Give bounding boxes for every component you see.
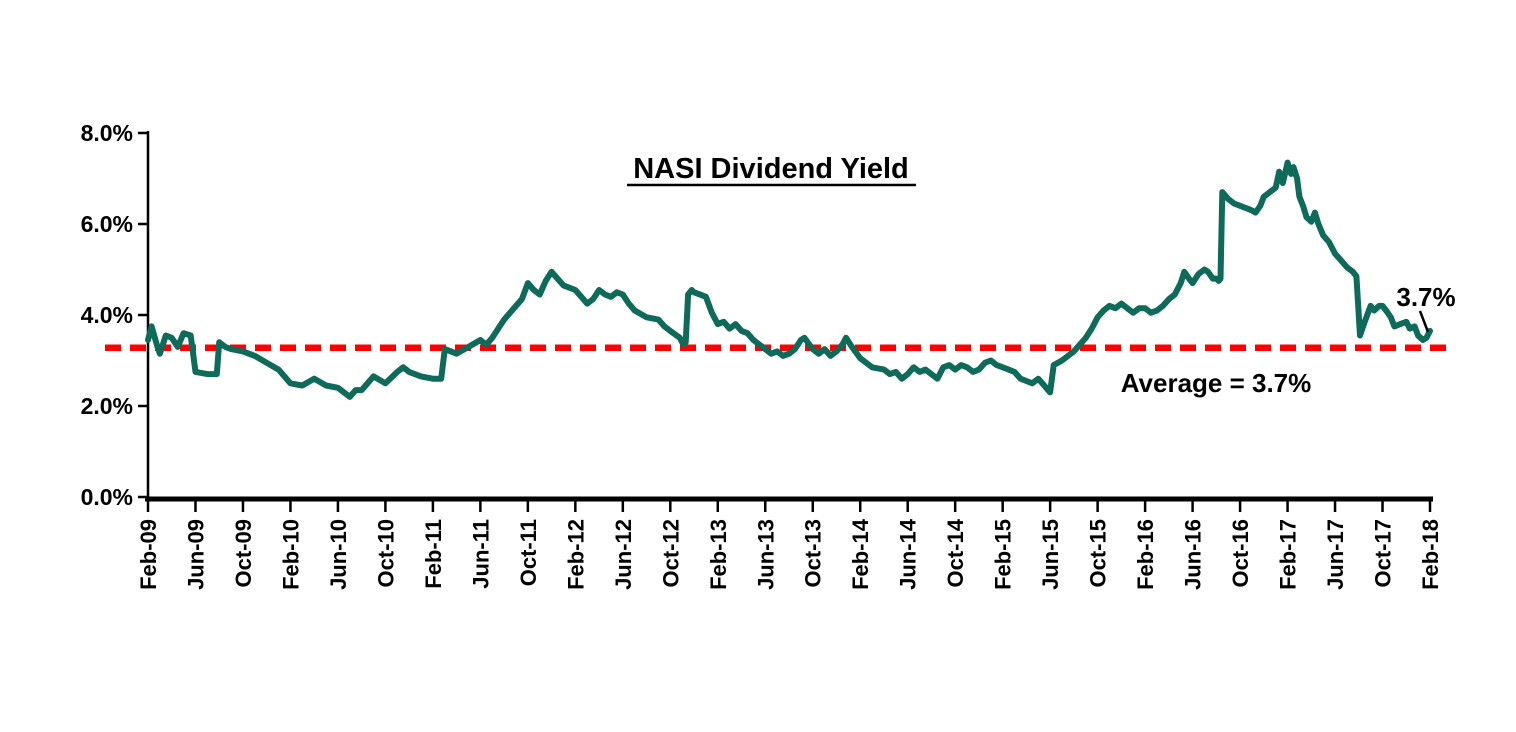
x-tick-label: Jun-10 [326, 519, 351, 590]
x-tick-label: Feb-15 [991, 519, 1016, 590]
y-axis: 8.0% 6.0% 4.0% 2.0% 0.0% [81, 120, 148, 510]
x-tick-label: Feb-14 [848, 518, 873, 590]
y-tick-label: 0.0% [81, 484, 133, 510]
x-tick-label: Feb-16 [1133, 519, 1158, 590]
x-tick-label: Jun-15 [1038, 519, 1063, 590]
x-tick-label: Oct-16 [1228, 519, 1253, 587]
endpoint-leader-line [1418, 310, 1430, 333]
y-tick-label: 4.0% [81, 302, 133, 328]
x-tick-label: Jun-16 [1181, 519, 1206, 590]
x-axis: Feb-09 Jun-09 Oct-09 Feb-10 Jun-10 Oct-10 Feb-… [136, 499, 1443, 590]
endpoint-value-label: 3.7% [1396, 282, 1455, 312]
x-tick-label: Feb-09 [136, 519, 161, 590]
x-tick-label: Oct-15 [1086, 519, 1111, 587]
x-tick-label: Feb-12 [563, 519, 588, 590]
x-tick-label: Oct-17 [1371, 519, 1396, 587]
x-tick-label: Jun-14 [896, 518, 921, 590]
chart-title: NASI Dividend Yield [633, 153, 909, 185]
average-annotation-label: Average = 3.7% [1121, 368, 1312, 398]
y-tick-label: 8.0% [81, 120, 133, 146]
y-tick-label: 2.0% [81, 393, 133, 419]
x-tick-label: Oct-12 [658, 519, 683, 587]
x-tick-label: Feb-13 [706, 519, 731, 590]
x-tick-label: Oct-11 [516, 519, 541, 586]
x-tick-label: Jun-13 [753, 519, 778, 590]
x-tick-label: Oct-13 [801, 519, 826, 587]
y-tick-label: 6.0% [81, 211, 133, 237]
x-tick-label: Oct-09 [231, 519, 256, 587]
x-tick-label: Feb-11 [421, 519, 446, 589]
x-tick-label: Feb-10 [278, 519, 303, 590]
x-tick-label: Jun-12 [611, 519, 636, 590]
x-tick-label: Jun-09 [183, 519, 208, 590]
x-tick-label: Feb-17 [1276, 519, 1301, 590]
x-tick-label: Jun-11 [468, 519, 493, 589]
x-tick-label: Oct-10 [373, 519, 398, 587]
x-tick-label: Feb-18 [1418, 519, 1443, 590]
x-tick-label: Oct-14 [943, 518, 968, 587]
x-tick-label: Jun-17 [1323, 519, 1348, 590]
series-line [145, 159, 1433, 400]
